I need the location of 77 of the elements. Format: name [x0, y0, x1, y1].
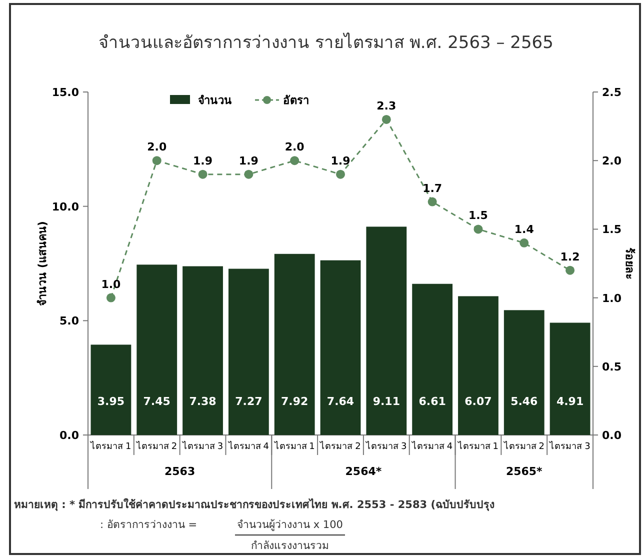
text: 2563	[164, 465, 196, 478]
data-label: 6.61	[418, 395, 446, 408]
data-label: 1.9	[330, 154, 350, 168]
data-label: 7.92	[281, 395, 308, 408]
bar	[504, 310, 544, 435]
point	[382, 114, 391, 124]
bar	[136, 264, 178, 435]
y-axis-title: จำนวน (แสนคน)	[36, 221, 49, 306]
data-label: 9.11	[372, 395, 400, 408]
bar	[182, 266, 223, 435]
bar	[274, 254, 315, 435]
bar	[320, 260, 361, 435]
data-label: 2.0	[284, 140, 305, 154]
bar	[458, 296, 498, 435]
y-tick-label: 5.0	[60, 314, 80, 328]
text: 2565*	[506, 465, 543, 478]
point	[520, 238, 529, 248]
x-tick-label: ไตรมาส 4	[227, 441, 270, 452]
x-tick-label: ไตรมาส 2	[502, 441, 544, 452]
data-label: 1.9	[238, 154, 258, 168]
y2-axis-title: ร้อยละ	[623, 248, 636, 280]
x-tick-label: ไตรมาส 2	[319, 441, 361, 452]
data-label: 1.5	[468, 209, 488, 222]
y2-tick-label: 0.5	[602, 360, 622, 374]
y2-tick-label: 0.0	[602, 429, 622, 442]
point	[428, 197, 437, 206]
y-tick-label: 15.0	[52, 86, 80, 99]
data-label: 6.07	[464, 395, 492, 408]
chart-title: จำนวนและอัตราการว่างงาน รายไตรมาส พ.ศ. 2563 – 2565	[98, 32, 554, 53]
data-label: 5.46	[510, 395, 538, 408]
text: กำลังแรงงานรวม	[251, 540, 329, 552]
text: 2564*	[345, 465, 382, 478]
point	[244, 170, 254, 179]
y2-tick-label: 1.0	[602, 292, 622, 305]
point	[336, 170, 345, 179]
bar	[412, 284, 453, 435]
data-label: 7.38	[189, 395, 216, 408]
data-label: 1.7	[422, 182, 442, 195]
x-tick-label: ไตรมาส 2	[136, 441, 178, 452]
data-label: 1.0	[101, 278, 122, 291]
text: จำนวนผู้ว่างงาน x 100	[237, 519, 343, 531]
x-tick-label: ไตรมาส 3	[181, 441, 224, 452]
x-tick-label: ไตรมาส 4	[411, 441, 453, 452]
point	[566, 266, 575, 275]
bar	[366, 226, 407, 435]
point	[198, 170, 208, 179]
x-tick-label: ไตรมาส 1	[273, 441, 315, 452]
text: หมายเหตุ : * มีการปรับใช้ค่าคาดประมาณประชากรของประเทศไทย พ.ศ. 2553 - 2583 (ฉบับปรับปรุง	[14, 497, 495, 512]
y2-tick-label: 2.0	[602, 154, 622, 168]
data-label: 2.3	[376, 99, 396, 112]
y2-tick-label: 1.5	[602, 223, 622, 236]
data-label: 7.45	[143, 395, 170, 408]
legend-label: อัตรา	[283, 94, 309, 107]
data-label: 3.95	[97, 395, 125, 408]
data-label: 1.9	[193, 154, 213, 168]
x-tick-label: ไตรมาส 1	[90, 441, 132, 452]
data-label: 7.27	[235, 395, 262, 408]
data-label: 1.2	[560, 250, 580, 264]
point	[290, 156, 300, 166]
point	[152, 156, 162, 166]
bar	[228, 268, 269, 435]
legend-label: จำนวน	[198, 94, 232, 107]
y-tick-label: 10.0	[52, 200, 80, 214]
point	[474, 224, 483, 234]
y2-tick-label: 2.5	[602, 86, 622, 99]
point	[106, 293, 116, 302]
y-tick-label: 0.0	[60, 429, 80, 442]
data-label: 1.4	[514, 222, 534, 236]
x-tick-label: ไตรมาส 3	[365, 441, 407, 452]
text: : อัตราการว่างงาน =	[100, 519, 198, 531]
data-label: 4.91	[556, 395, 584, 408]
bar	[550, 322, 590, 435]
x-tick-label: ไตรมาส 1	[456, 441, 499, 452]
data-label: 7.64	[326, 395, 354, 408]
x-tick-label: ไตรมาส 3	[548, 441, 590, 452]
bar	[90, 344, 132, 435]
data-label: 2.0	[147, 140, 167, 154]
